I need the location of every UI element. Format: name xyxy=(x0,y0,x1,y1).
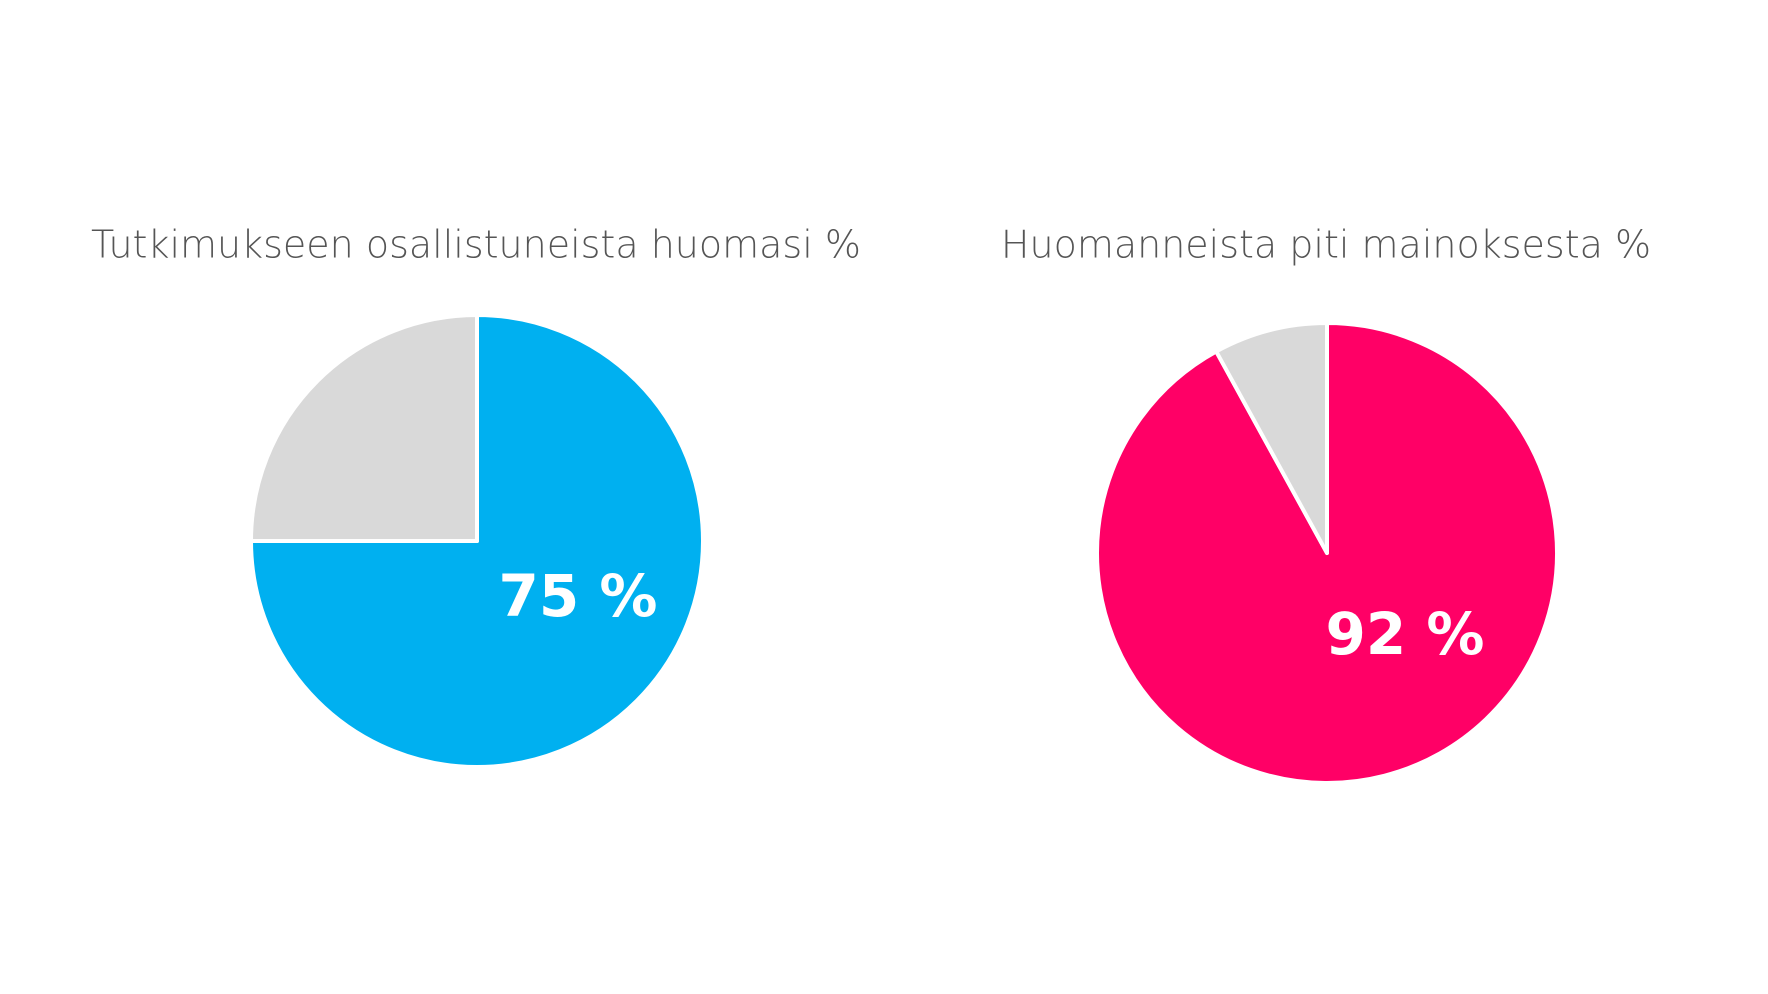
data-label: 92 % xyxy=(1325,600,1484,668)
pie-slice xyxy=(1214,321,1329,555)
pie-slice xyxy=(249,313,479,543)
data-label: 75 % xyxy=(498,562,657,630)
chart-title: Huomanneista piti mainoksesta % xyxy=(1001,223,1651,267)
chart-title: Tutkimukseen osallistuneista huomasi % xyxy=(91,223,861,267)
pie-slice xyxy=(249,313,705,769)
